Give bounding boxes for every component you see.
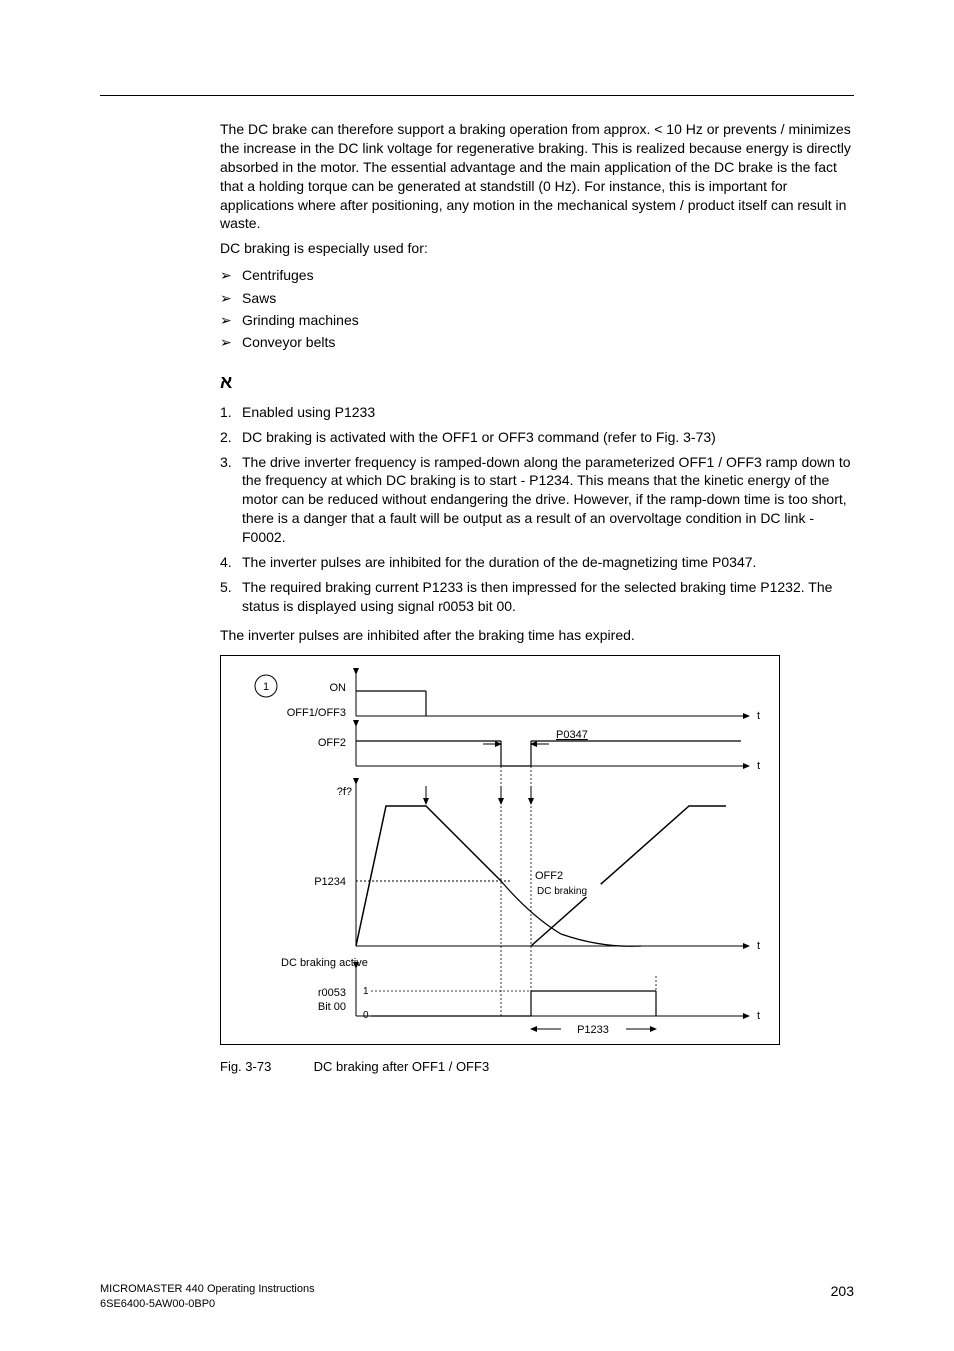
paragraph-intro: The DC brake can therefore support a bra…	[220, 120, 854, 233]
label-off2-mid: OFF2	[535, 870, 563, 882]
footer-line2: 6SE6400-5AW00-0BP0	[100, 1297, 854, 1311]
label-yaxis: ?f?	[337, 786, 352, 798]
numbered-item: Enabled using P1233	[220, 403, 854, 422]
label-bit00: Bit 00	[318, 1001, 346, 1013]
label-r0053: r0053	[318, 987, 346, 999]
bullet-list: Centrifuges Saws Grinding machines Conve…	[220, 264, 854, 354]
numbered-item: The drive inverter frequency is ramped-d…	[220, 453, 854, 547]
label-t2: t	[757, 760, 760, 772]
circle-number: 1	[263, 681, 269, 693]
header-rule	[100, 95, 854, 96]
paragraph-used-for: DC braking is especially used for:	[220, 239, 854, 258]
section-marker-aleph: א	[220, 372, 854, 393]
label-dc-braking: DC braking	[537, 886, 587, 897]
page-number: 203	[831, 1282, 854, 1300]
numbered-item: The inverter pulses are inhibited for th…	[220, 553, 854, 572]
timing-diagram: 1 ON OFF1/OFF3 t OFF2 P0347 t ?f?	[220, 655, 780, 1045]
figure-caption: Fig. 3-73 DC braking after OFF1 / OFF3	[220, 1059, 854, 1074]
paragraph-after-list: The inverter pulses are inhibited after …	[220, 626, 854, 645]
label-one: 1	[363, 986, 369, 997]
bullet-item: Grinding machines	[220, 309, 854, 331]
label-p1234: P1234	[314, 876, 346, 888]
label-t3: t	[757, 940, 760, 952]
label-on: ON	[330, 682, 347, 694]
panel-on-off: ON OFF1/OFF3 t	[287, 674, 760, 722]
bullet-item: Conveyor belts	[220, 331, 854, 353]
panel-frequency: ?f? P1234 OFF2 DC braking t	[314, 784, 760, 952]
label-dc-braking-active: DC braking active	[281, 957, 368, 969]
bullet-item: Saws	[220, 287, 854, 309]
numbered-item: The required braking current P1233 is th…	[220, 578, 854, 616]
label-off1-off3: OFF1/OFF3	[287, 707, 346, 719]
label-p0347: P0347	[556, 729, 588, 741]
label-t1: t	[757, 710, 760, 722]
panel-off2: OFF2 P0347 t	[318, 726, 760, 772]
page-footer: 203 MICROMASTER 440 Operating Instructio…	[100, 1282, 854, 1311]
label-t4: t	[757, 1010, 760, 1022]
label-off2-top: OFF2	[318, 737, 346, 749]
numbered-list: Enabled using P1233 DC braking is activa…	[220, 403, 854, 616]
figure-number: Fig. 3-73	[220, 1059, 310, 1074]
footer-line1: MICROMASTER 440 Operating Instructions	[100, 1282, 854, 1296]
numbered-item: DC braking is activated with the OFF1 or…	[220, 428, 854, 447]
label-p1233: P1233	[577, 1024, 609, 1036]
figure-caption-text: DC braking after OFF1 / OFF3	[314, 1059, 490, 1074]
bullet-item: Centrifuges	[220, 264, 854, 286]
label-zero: 0	[363, 1010, 369, 1021]
